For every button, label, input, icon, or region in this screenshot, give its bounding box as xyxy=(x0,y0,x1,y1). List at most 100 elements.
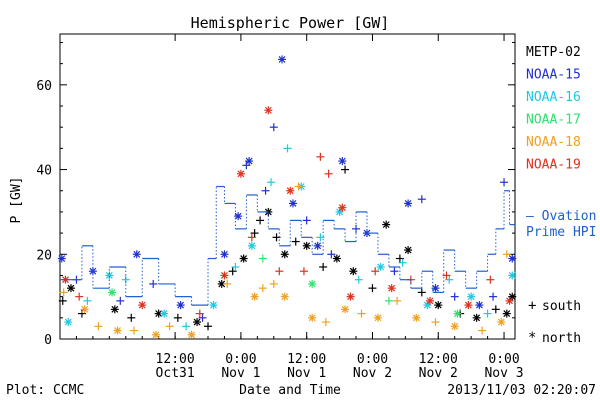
noaa-19-north-point xyxy=(236,169,245,178)
noaa-18-south-point xyxy=(269,279,278,288)
noaa-18-south-point xyxy=(321,318,330,327)
noaa-15-south-point xyxy=(489,292,498,301)
noaa-18-south-point xyxy=(165,322,174,331)
x-tick-sublabel: Nov 3 xyxy=(484,366,523,381)
noaa-18-north-point xyxy=(80,305,89,314)
y-tick-label: 40 xyxy=(36,164,52,179)
ovation-label-line2: Prime HPI xyxy=(526,225,596,240)
legend-noaa-19: NOAA-19 xyxy=(526,158,581,173)
south-label: south xyxy=(542,299,581,314)
metp-02-north-point xyxy=(280,250,289,259)
noaa-16-north-point xyxy=(209,301,218,310)
x-tick-label: 0:00 xyxy=(488,352,519,367)
noaa-18-north-point xyxy=(412,313,421,322)
noaa-15-south-point xyxy=(242,161,251,170)
noaa-18-south-point xyxy=(357,309,366,318)
noaa-15-south-point xyxy=(302,216,311,225)
noaa-17-north-point xyxy=(453,309,462,318)
noaa-16-north-point xyxy=(376,262,385,271)
noaa-15-north-point xyxy=(475,301,484,310)
noaa-16-south-point xyxy=(121,275,130,284)
noaa-19-north-point xyxy=(338,203,347,212)
noaa-19-south-point xyxy=(486,275,495,284)
metp-02-north-point xyxy=(508,292,517,301)
noaa-16-north-point xyxy=(64,318,73,327)
noaa-15-south-point xyxy=(116,296,125,305)
metp-02-south-point xyxy=(319,262,328,271)
noaa-19-south-point xyxy=(75,292,84,301)
noaa-17-south-point xyxy=(384,296,393,305)
legend-metp-02: METP-02 xyxy=(526,45,581,60)
metp-02-north-point xyxy=(110,305,119,314)
noaa-15-north-point xyxy=(404,199,413,208)
noaa-19-north-point xyxy=(286,186,295,195)
noaa-16-north-point xyxy=(160,309,169,318)
x-axis-label: Date and Time xyxy=(239,383,341,398)
noaa-18-north-point xyxy=(280,292,289,301)
noaa-16-north-point xyxy=(247,241,256,250)
noaa-19-south-point xyxy=(275,267,284,276)
plot-credit: Plot: CCMC xyxy=(6,383,84,398)
noaa-18-north-point xyxy=(450,322,459,331)
x-tick-sublabel: Nov 2 xyxy=(353,366,392,381)
plot-frame xyxy=(59,33,516,340)
noaa-19-south-point xyxy=(247,233,256,242)
metp-02-north-point xyxy=(404,246,413,255)
noaa-15-north-point xyxy=(338,157,347,166)
noaa-16-north-point xyxy=(335,207,344,216)
noaa-16-south-point xyxy=(316,233,325,242)
noaa-19-north-point xyxy=(264,106,273,115)
noaa-15-south-point xyxy=(269,123,278,132)
x-tick-sublabel: Nov 2 xyxy=(419,366,458,381)
metp-02-south-point xyxy=(395,254,404,263)
metp-02-north-point xyxy=(193,318,202,327)
y-tick-label: 60 xyxy=(36,79,52,94)
noaa-19-south-point xyxy=(371,267,380,276)
noaa-16-south-point xyxy=(231,262,240,271)
legend-noaa-17: NOAA-17 xyxy=(526,113,581,128)
noaa-15-south-point xyxy=(352,224,361,233)
noaa-17-south-point xyxy=(258,254,267,263)
metp-02-south-point xyxy=(250,229,259,238)
noaa-18-south-point xyxy=(478,326,487,335)
noaa-18-north-point xyxy=(341,305,350,314)
noaa-18-north-point xyxy=(151,330,160,339)
noaa-18-north-point xyxy=(308,313,317,322)
noaa-15-south-point xyxy=(450,292,459,301)
noaa-15-south-point xyxy=(500,178,509,187)
noaa-19-north-point xyxy=(346,292,355,301)
metp-02-south-point xyxy=(77,309,86,318)
metp-02-south-point xyxy=(368,284,377,293)
x-tick-label: 0:00 xyxy=(357,352,388,367)
noaa-19-south-point xyxy=(324,169,333,178)
noaa-15-north-point xyxy=(288,199,297,208)
noaa-16-north-point xyxy=(467,292,476,301)
noaa-15-north-point xyxy=(234,212,243,221)
noaa-16-north-point xyxy=(423,301,432,310)
noaa-18-south-point xyxy=(502,250,511,259)
x-tick-label: 0:00 xyxy=(225,352,256,367)
noaa-17-north-point xyxy=(308,279,317,288)
noaa-15-south-point xyxy=(149,279,158,288)
metp-02-south-point xyxy=(204,322,213,331)
metp-02-north-point xyxy=(382,220,391,229)
noaa-18-north-point xyxy=(187,330,196,339)
timestamp: 2013/11/03 02:20:07 xyxy=(447,383,596,398)
noaa-18-south-point xyxy=(258,284,267,293)
metp-02-south-point xyxy=(256,216,265,225)
north-symbol: * xyxy=(528,330,536,346)
metp-02-north-point xyxy=(332,254,341,263)
metp-02-south-point xyxy=(291,237,300,246)
noaa-19-north-point xyxy=(387,284,396,293)
y-axis-label: P [GW] xyxy=(9,177,24,224)
metp-02-south-point xyxy=(58,296,67,305)
x-tick-sublabel: Nov 1 xyxy=(287,366,326,381)
noaa-18-south-point xyxy=(431,318,440,327)
metp-02-north-point xyxy=(434,301,443,310)
noaa-15-south-point xyxy=(417,195,426,204)
chart-title: Hemispheric Power [GW] xyxy=(191,14,390,32)
x-tick-label: 12:00 xyxy=(287,352,326,367)
metp-02-north-point xyxy=(349,267,358,276)
noaa-18-south-point xyxy=(294,182,303,191)
